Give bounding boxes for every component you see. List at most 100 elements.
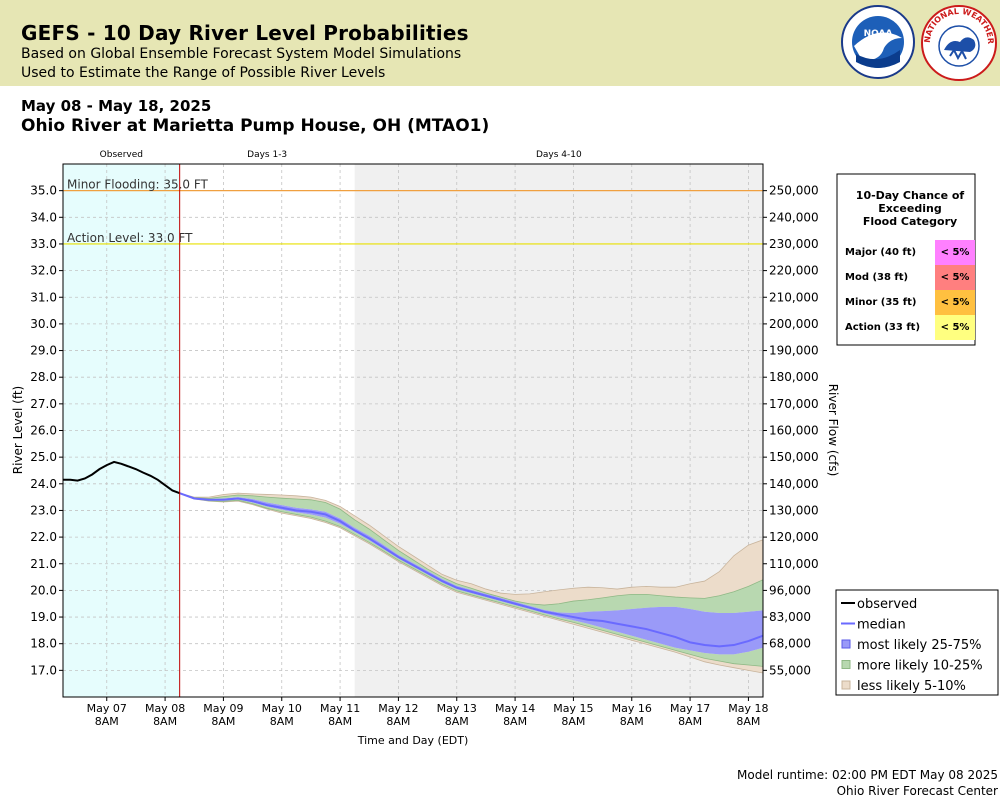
probability-row-value: < 5%: [941, 272, 970, 283]
noaa-logo: NOAA: [841, 5, 915, 79]
legend-label-observed: observed: [857, 597, 917, 612]
band-edge-p10: [179, 492, 764, 667]
y-tick-label: 32.0: [30, 264, 57, 278]
y-tick-label: 30.0: [30, 317, 57, 331]
y2-axis-label: River Flow (cfs): [826, 384, 840, 477]
probability-row-value: < 5%: [941, 247, 970, 258]
x-axis-label: Time and Day (EDT): [357, 734, 469, 747]
x-tick-label-date: May 11: [320, 702, 360, 715]
y2-tick-label: 240,000: [769, 210, 819, 224]
x-tick-label-date: May 07: [87, 702, 127, 715]
x-tick-label-time: 8AM: [503, 715, 527, 728]
y2-tick-label: 250,000: [769, 184, 819, 198]
y2-tick-label: 150,000: [769, 450, 819, 464]
y-tick-label: 34.0: [30, 210, 57, 224]
x-tick-label-date: May 10: [262, 702, 302, 715]
y-tick-label: 33.0: [30, 237, 57, 251]
probability-cell: [935, 240, 975, 265]
y-tick-label: 25.0: [30, 450, 57, 464]
x-tick-label-time: 8AM: [328, 715, 352, 728]
probability-cell: [935, 265, 975, 290]
y2-tick-label: 220,000: [769, 264, 819, 278]
y-tick-label: 29.0: [30, 344, 57, 358]
probability-row-value: < 5%: [941, 322, 970, 333]
probability-row-label: Minor (35 ft): [845, 297, 916, 308]
y2-tick-label: 230,000: [769, 237, 819, 251]
legend-label-band_10_25: more likely 10-25%: [857, 659, 983, 674]
y-axis-label: River Level (ft): [11, 386, 25, 474]
y2-tick-label: 55,000: [769, 663, 811, 677]
x-tick-label-date: May 15: [553, 702, 593, 715]
x-tick-label-time: 8AM: [445, 715, 469, 728]
legend-frame: [835, 589, 999, 696]
y2-tick-label: 130,000: [769, 503, 819, 517]
station-name: Ohio River at Marietta Pump House, OH (M…: [21, 116, 490, 136]
y-tick-label: 18.0: [30, 637, 57, 651]
band-upper-5-10: [179, 493, 763, 606]
region-label: Days 1-3: [247, 150, 287, 160]
legend-swatch-band_25_75: [841, 639, 851, 649]
y-tick-label: 28.0: [30, 370, 57, 384]
x-tick-label-time: 8AM: [386, 715, 410, 728]
legend: observed median most likely 25-75% more lik…: [835, 589, 999, 696]
y-tick-label: 22.0: [30, 530, 57, 544]
threshold-label: Minor Flooding: 35.0 FT: [67, 178, 209, 192]
x-tick-label-time: 8AM: [153, 715, 177, 728]
legend-label-median: median: [857, 618, 906, 633]
forecast-center: Ohio River Forecast Center: [836, 784, 998, 798]
x-tick-label-time: 8AM: [95, 715, 119, 728]
x-tick-label-time: 8AM: [270, 715, 294, 728]
probability-row-label: Action (33 ft): [845, 322, 920, 333]
y-tick-label: 24.0: [30, 477, 57, 491]
page-subtitle-2: Used to Estimate the Range of Possible R…: [21, 65, 386, 81]
page-title: GEFS - 10 Day River Level Probabilities: [21, 21, 469, 45]
observed-line: [63, 460, 181, 495]
x-tick-label-date: May 09: [203, 702, 243, 715]
probability-bands: [179, 492, 764, 674]
y2-tick-label: 200,000: [769, 317, 819, 331]
page-subtitle-1: Based on Global Ensemble Forecast System…: [21, 46, 462, 62]
y2-tick-label: 180,000: [769, 370, 819, 384]
y2-tick-label: 140,000: [769, 477, 819, 491]
y-tick-label: 19.0: [30, 610, 57, 624]
axes: 17.0 18.0 19.0 20.0 21.0 22.0 23.0 24.0 25.0 26.0…: [11, 163, 840, 747]
band-edge-p05: [179, 492, 764, 674]
x-tick-label-time: 8AM: [211, 715, 235, 728]
y-tick-label: 17.0: [30, 663, 57, 677]
header-bar: GEFS - 10 Day River Level Probabilities …: [0, 0, 1000, 86]
legend-label-band_5_10: less likely 5-10%: [857, 679, 966, 694]
y-tick-label: 27.0: [30, 397, 57, 411]
y-tick-label: 23.0: [30, 503, 57, 517]
probability-table-title-3: Flood Category: [863, 215, 957, 228]
probability-row-label: Major (40 ft): [845, 247, 916, 258]
x-tick-label-date: May 14: [495, 702, 535, 715]
probability-row-label: Mod (38 ft): [845, 272, 908, 283]
region-label: Days 4-10: [536, 150, 582, 160]
x-tick-label-date: May 12: [378, 702, 418, 715]
band-edge-p90: [179, 492, 764, 606]
y2-tick-label: 96,000: [769, 583, 811, 597]
y2-tick-label: 120,000: [769, 530, 819, 544]
model-runtime: Model runtime: 02:00 PM EDT May 08 2025: [737, 768, 998, 782]
median-line: [179, 492, 764, 648]
x-tick-label-date: May 17: [670, 702, 710, 715]
x-tick-label-time: 8AM: [678, 715, 702, 728]
band-25-75: [179, 493, 763, 655]
x-tick-label-date: May 13: [437, 702, 477, 715]
y2-tick-label: 110,000: [769, 557, 819, 571]
legend-label-band_25_75: most likely 25-75%: [857, 638, 981, 653]
y-tick-label: 21.0: [30, 557, 57, 571]
legend-swatch-band_10_25: [841, 660, 851, 669]
y2-tick-label: 83,000: [769, 610, 811, 624]
series-lines: [63, 164, 764, 697]
x-tick-label-time: 8AM: [561, 715, 585, 728]
threshold-label: Action Level: 33.0 FT: [67, 231, 193, 245]
y2-tick-label: 170,000: [769, 397, 819, 411]
band-upper-10-25: [179, 493, 763, 614]
y-tick-label: 35.0: [30, 184, 57, 198]
x-tick-label-time: 8AM: [736, 715, 760, 728]
x-tick-label-date: May 16: [612, 702, 652, 715]
date-range: May 08 - May 18, 2025: [21, 97, 212, 115]
